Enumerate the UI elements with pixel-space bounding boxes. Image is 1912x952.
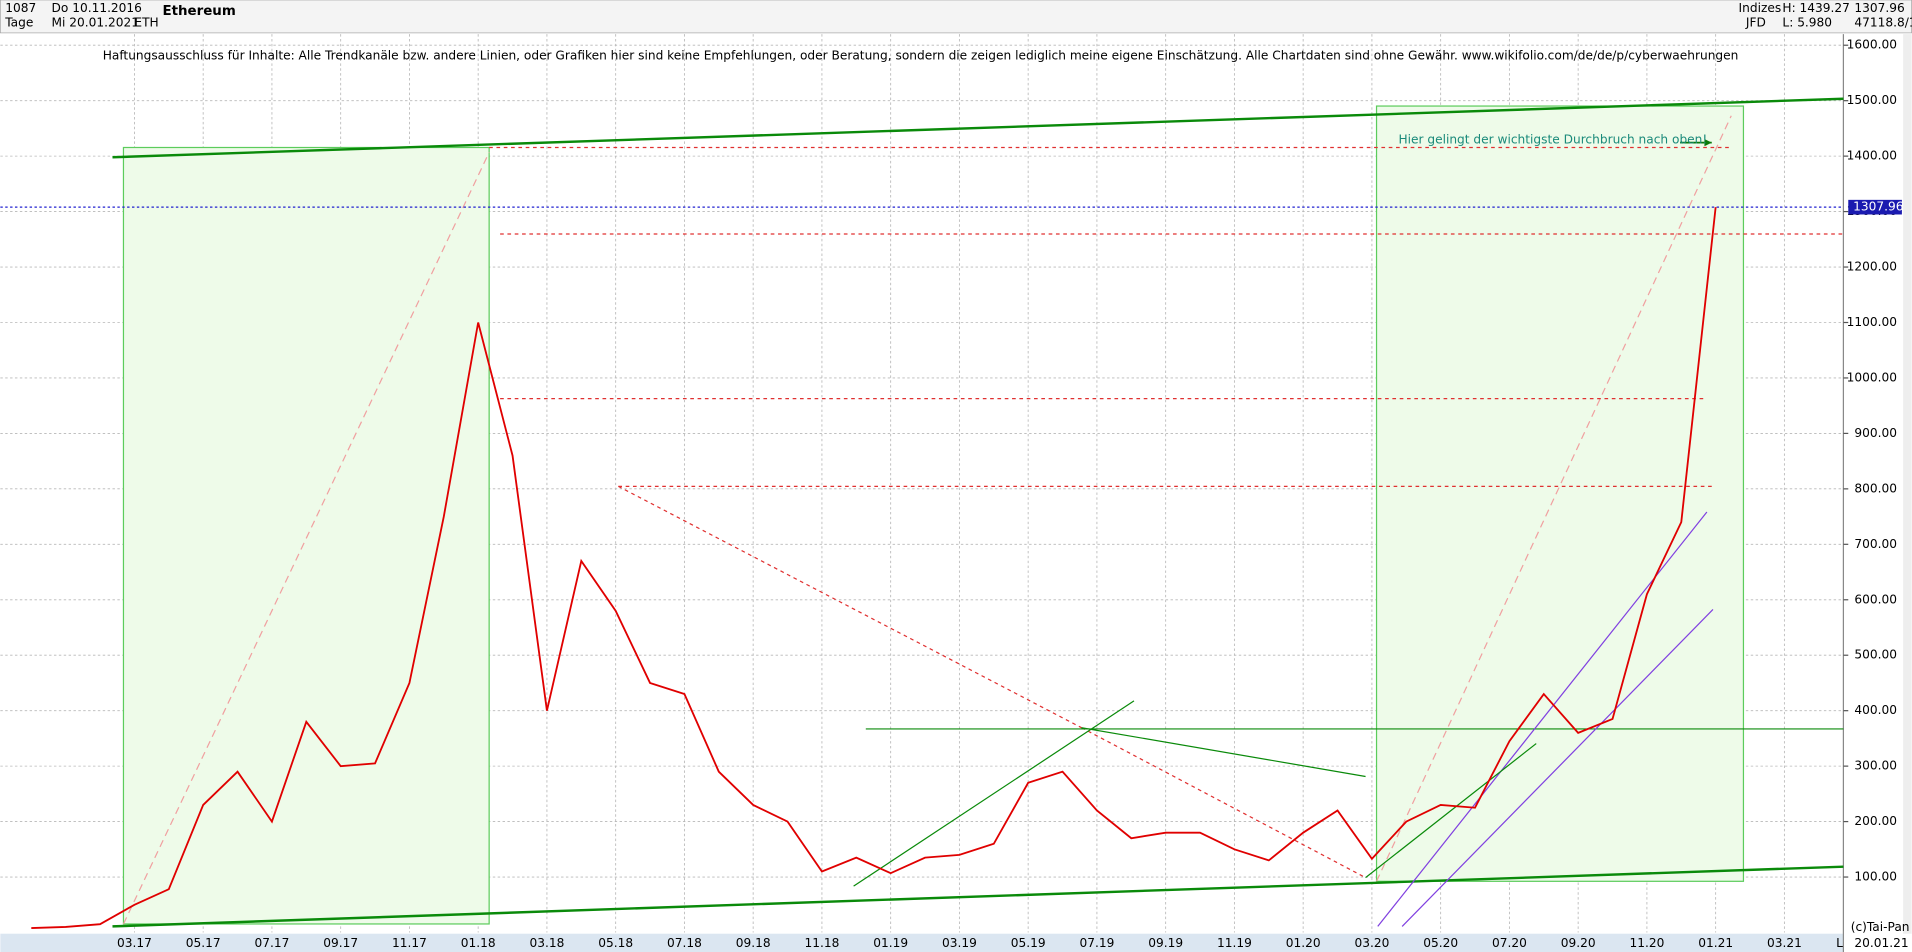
x-tick-label: 07.20 xyxy=(1492,936,1527,950)
x-tick-label: 03.19 xyxy=(942,936,977,950)
y-tick-label: 1100.00 xyxy=(1847,315,1897,329)
y-tick-label: 800.00 xyxy=(1854,481,1897,495)
x-axis-band xyxy=(0,933,1844,952)
broker: JFD xyxy=(1745,16,1766,30)
volume: 47118.8/1 xyxy=(1854,16,1912,30)
y-tick-label: 1400.00 xyxy=(1847,149,1897,163)
scrollbar xyxy=(1903,34,1912,934)
header: 1087 Do 10.11.2016 Tage Mi 20.01.2021 Et… xyxy=(0,0,1912,34)
y-tick-label: 400.00 xyxy=(1854,703,1897,717)
x-tick-label: 11.19 xyxy=(1217,936,1252,950)
x-tick-label: 11.20 xyxy=(1629,936,1664,950)
trend-drawings xyxy=(112,97,1844,928)
scale-mode: L xyxy=(1836,936,1843,950)
y-tick-label: 900.00 xyxy=(1854,426,1897,440)
disclaimer: Haftungsausschluss für Inhalte: Alle Tre… xyxy=(103,49,1739,63)
x-tick-label: 01.19 xyxy=(873,936,908,950)
symbol: ETH xyxy=(134,16,158,30)
trend-line xyxy=(1377,511,1708,927)
last-price-box xyxy=(1848,199,1902,215)
y-tick-label: 100.00 xyxy=(1854,870,1897,884)
market: Indizes xyxy=(1739,1,1782,15)
x-tick-label: 07.19 xyxy=(1079,936,1114,950)
y-tick-label: 500.00 xyxy=(1854,648,1897,662)
trend-line xyxy=(1401,609,1714,927)
highlight-box xyxy=(1375,105,1745,882)
title: Ethereum xyxy=(162,4,235,19)
end-date: Mi 20.01.2021 xyxy=(52,16,139,30)
x-tick-label: 03.18 xyxy=(529,936,564,950)
start-date: Do 10.11.2016 xyxy=(52,1,142,15)
trend-line xyxy=(112,865,1844,928)
period: Tage xyxy=(4,16,33,30)
price-line xyxy=(31,207,1717,929)
annotation: Hier gelingt der wichtigste Durchbruch n… xyxy=(1398,133,1707,147)
y-tick-label: 1500.00 xyxy=(1847,93,1897,107)
arrow-head xyxy=(1704,138,1712,147)
trend-line xyxy=(1081,727,1366,778)
x-tick-label: 01.21 xyxy=(1698,936,1733,950)
low: L: 5.980 xyxy=(1782,16,1832,30)
y-tick-label: 200.00 xyxy=(1854,814,1897,828)
count: 1087 xyxy=(5,1,36,15)
x-tick-label: 03.21 xyxy=(1767,936,1802,950)
x-tick-label: 09.18 xyxy=(736,936,771,950)
x-tick-label: 03.20 xyxy=(1354,936,1389,950)
x-tick-label: 05.20 xyxy=(1423,936,1458,950)
x-tick-label: 03.17 xyxy=(117,936,152,950)
trend-line xyxy=(122,152,490,925)
x-tick-label: 07.18 xyxy=(667,936,702,950)
x-tick-label: 07.17 xyxy=(254,936,289,950)
last-price-label: 1307.96 xyxy=(1853,200,1903,214)
trend-line xyxy=(853,700,1135,887)
x-tick-label: 05.18 xyxy=(598,936,633,950)
x-tick-label: 11.18 xyxy=(804,936,839,950)
x-tick-label: 05.17 xyxy=(186,936,221,950)
trend-line xyxy=(112,97,1844,159)
y-tick-label: 1600.00 xyxy=(1847,38,1897,52)
x-tick-label: 11.17 xyxy=(392,936,427,950)
y-tick-label: 1200.00 xyxy=(1847,260,1897,274)
x-tick-label: 05.19 xyxy=(1011,936,1046,950)
x-tick-label: 01.18 xyxy=(461,936,496,950)
highlight-box xyxy=(122,146,490,925)
y-tick-label: 600.00 xyxy=(1854,592,1897,606)
x-tick-label: 09.17 xyxy=(323,936,358,950)
y-tick-label: 700.00 xyxy=(1854,537,1897,551)
y-tick-label: 300.00 xyxy=(1854,759,1897,773)
footer-date: 20.01.21 xyxy=(1854,936,1908,950)
trend-line xyxy=(1365,743,1537,879)
trend-line xyxy=(1081,727,1366,879)
copyright: (c)Tai-Pan xyxy=(1851,920,1910,934)
x-tick-label: 09.19 xyxy=(1148,936,1183,950)
high: H: 1439.27 xyxy=(1782,1,1849,15)
y-tick-label: 1000.00 xyxy=(1847,370,1897,384)
trend-line xyxy=(1375,115,1732,882)
x-tick-label: 09.20 xyxy=(1561,936,1596,950)
last-price: 1307.96 xyxy=(1854,1,1904,15)
x-tick-label: 01.20 xyxy=(1286,936,1321,950)
header-bar xyxy=(0,0,1912,34)
